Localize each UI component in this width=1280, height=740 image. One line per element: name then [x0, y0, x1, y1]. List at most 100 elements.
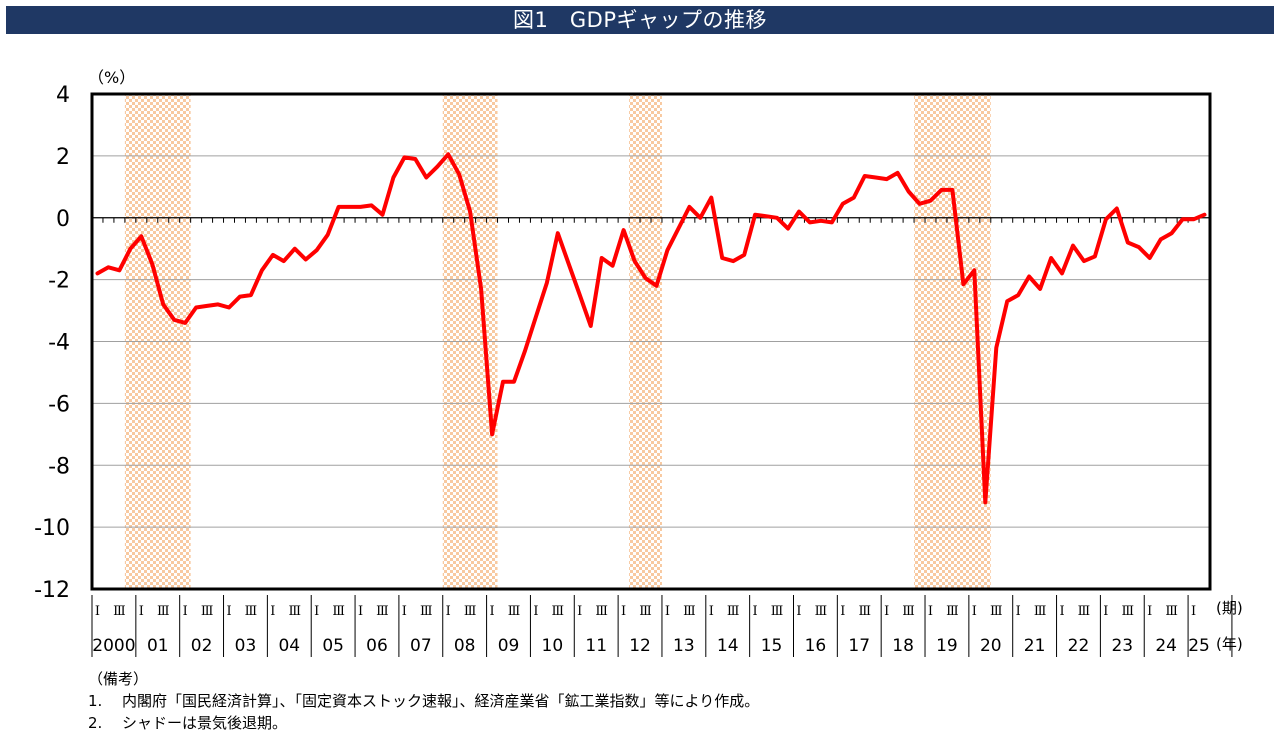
- quarter-tick-label: Ⅲ: [1122, 604, 1135, 619]
- quarter-tick-label: Ⅲ: [727, 604, 740, 619]
- quarter-tick-label: Ⅰ: [621, 604, 626, 619]
- x-year-unit-label: (年): [1216, 635, 1243, 653]
- quarter-tick-label: Ⅲ: [464, 604, 477, 619]
- plot-frame: [90, 92, 1212, 591]
- quarter-tick-label: Ⅰ: [358, 604, 363, 619]
- quarter-tick-label: Ⅰ: [1191, 604, 1196, 619]
- year-tick-label: 02: [191, 636, 213, 656]
- note-text: シャドーは景気後退期。: [122, 714, 288, 732]
- y-tick-label: -6: [48, 392, 70, 417]
- year-tick-label: 03: [235, 636, 257, 656]
- quarter-tick-label: Ⅲ: [902, 604, 915, 619]
- year-tick-label: 01: [147, 636, 169, 656]
- quarter-tick-label: Ⅰ: [270, 604, 275, 619]
- quarter-tick-label: Ⅰ: [796, 604, 801, 619]
- quarter-tick-label: Ⅰ: [1147, 604, 1152, 619]
- quarter-tick-label: Ⅲ: [683, 604, 696, 619]
- quarter-tick-label: Ⅰ: [709, 604, 714, 619]
- quarter-tick-label: Ⅲ: [1034, 604, 1047, 619]
- note-item-1: 1. 内閣府「国民経済計算」、「固定資本ストック速報」、経済産業省「鉱工業指数」等…: [88, 690, 759, 712]
- year-tick-label: 15: [761, 636, 783, 656]
- year-tick-label: 05: [322, 636, 344, 656]
- quarter-tick-label: Ⅰ: [1059, 604, 1064, 619]
- quarter-tick-label: Ⅲ: [201, 604, 214, 619]
- grid-lines: [92, 155, 1210, 528]
- notes-heading: （備考）: [88, 670, 149, 688]
- year-tick-label: 09: [498, 636, 520, 656]
- quarter-tick-label: Ⅲ: [1078, 604, 1091, 619]
- quarter-tick-label: Ⅲ: [1165, 604, 1178, 619]
- quarter-tick-label: Ⅲ: [289, 604, 302, 619]
- year-tick-label: 10: [542, 636, 564, 656]
- year-tick-label: 04: [278, 636, 300, 656]
- quarter-tick-label: Ⅰ: [753, 604, 758, 619]
- year-tick-label: 22: [1068, 636, 1090, 656]
- year-tick-label: 11: [585, 636, 607, 656]
- series-line-gdp-gap: [95, 152, 1207, 505]
- year-tick-label: 19: [936, 636, 958, 656]
- year-tick-label: 13: [673, 636, 695, 656]
- quarter-tick-label: Ⅲ: [332, 604, 345, 619]
- note-item-2: 2. シャドーは景気後退期。: [88, 712, 759, 734]
- year-tick-label: 16: [805, 636, 827, 656]
- quarter-tick-label: Ⅲ: [376, 604, 389, 619]
- year-tick-label: 25: [1188, 636, 1210, 656]
- chart-title: 図1 GDPギャップの推移: [6, 6, 1274, 34]
- quarter-tick-label: Ⅲ: [508, 604, 521, 619]
- year-tick-label: 23: [1111, 636, 1133, 656]
- quarter-tick-label: Ⅰ: [972, 604, 977, 619]
- quarter-tick-label: Ⅰ: [314, 604, 319, 619]
- quarter-tick-label: Ⅲ: [595, 604, 608, 619]
- quarter-tick-label: Ⅰ: [95, 604, 100, 619]
- quarter-tick-label: Ⅰ: [446, 604, 451, 619]
- y-tick-labels: 4 2 0 -2 -4 -6 -8 -10 -12: [34, 83, 70, 603]
- quarter-tick-label: Ⅰ: [928, 604, 933, 619]
- quarter-tick-label: Ⅲ: [639, 604, 652, 619]
- y-tick-label: -4: [48, 331, 70, 356]
- y-tick-label: 0: [56, 207, 70, 232]
- quarter-tick-label: Ⅲ: [815, 604, 828, 619]
- quarter-tick-label: Ⅰ: [139, 604, 144, 619]
- quarter-tick-label: Ⅲ: [552, 604, 565, 619]
- quarter-tick-label: Ⅰ: [402, 604, 407, 619]
- year-tick-label: 12: [629, 636, 651, 656]
- quarter-tick-label: Ⅰ: [183, 604, 188, 619]
- quarter-tick-label: Ⅰ: [665, 604, 670, 619]
- year-tick-label: 06: [366, 636, 388, 656]
- quarter-tick-label: Ⅲ: [990, 604, 1003, 619]
- year-tick-label: 08: [454, 636, 476, 656]
- y-tick-label: 2: [56, 145, 70, 170]
- note-number: 1.: [88, 692, 103, 710]
- year-tick-label: 17: [848, 636, 870, 656]
- quarter-tick-label: Ⅲ: [858, 604, 871, 619]
- year-tick-label: 21: [1024, 636, 1046, 656]
- quarter-tick-label: Ⅲ: [113, 604, 126, 619]
- year-tick-label: 07: [410, 636, 432, 656]
- note-number: 2.: [88, 714, 103, 732]
- zero-line: [91, 217, 1211, 223]
- quarter-tick-label: Ⅰ: [533, 604, 538, 619]
- quarter-tick-label: Ⅲ: [771, 604, 784, 619]
- y-axis-unit-label: （%）: [88, 68, 135, 87]
- year-tick-label: 2000: [92, 636, 135, 656]
- quarter-tick-label: Ⅰ: [577, 604, 582, 619]
- quarter-tick-label: Ⅲ: [157, 604, 170, 619]
- quarter-tick-label: Ⅲ: [245, 604, 258, 619]
- notes: （備考） 1. 内閣府「国民経済計算」、「固定資本ストック速報」、経済産業省「鉱工…: [88, 668, 759, 734]
- quarter-tick-label: Ⅰ: [1103, 604, 1108, 619]
- year-tick-label: 14: [717, 636, 739, 656]
- x-period-unit-label: (期): [1216, 599, 1243, 617]
- series-lines: [95, 152, 1207, 505]
- quarter-tick-label: Ⅰ: [840, 604, 845, 619]
- note-text: 内閣府「国民経済計算」、「固定資本ストック速報」、経済産業省「鉱工業指数」等によ…: [122, 692, 760, 710]
- y-tick-label: -2: [48, 269, 70, 294]
- quarter-tick-label: Ⅰ: [884, 604, 889, 619]
- year-tick-label: 24: [1155, 636, 1177, 656]
- y-tick-label: -8: [48, 454, 70, 479]
- quarter-tick-label: Ⅲ: [946, 604, 959, 619]
- quarter-tick-label: Ⅰ: [489, 604, 494, 619]
- y-tick-label: 4: [56, 83, 70, 108]
- y-tick-label: -12: [34, 578, 70, 603]
